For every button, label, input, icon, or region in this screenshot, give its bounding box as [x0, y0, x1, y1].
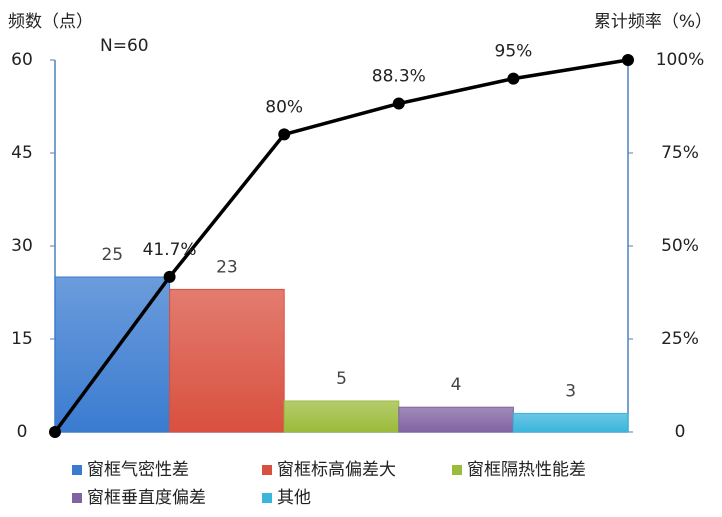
bar-value-label: 25	[101, 245, 123, 265]
legend-label: 窗框隔热性能差	[467, 460, 586, 480]
y2-tick-label: 0	[675, 422, 686, 442]
legend-label: 窗框垂直度偏差	[87, 488, 206, 508]
y2-axis-label: 累计频率（%）	[594, 12, 712, 32]
y2-tick-label: 25%	[661, 329, 699, 349]
bar	[169, 288, 285, 433]
annotation: N=60	[100, 36, 149, 56]
bar	[398, 406, 514, 433]
legend-label: 窗框气密性差	[87, 460, 189, 480]
cumulative-point	[507, 72, 520, 85]
bar-value-label: 5	[336, 369, 347, 389]
cumulative-line	[53, 58, 629, 434]
cumulative-value-label: 95%	[495, 42, 533, 62]
cumulative-point	[49, 426, 61, 438]
bar-value-label: 3	[565, 381, 576, 401]
y2-tick-label: 75%	[661, 143, 699, 163]
bar	[283, 400, 400, 433]
cumulative-value-label: 88.3%	[372, 67, 426, 87]
cumulative-point	[392, 97, 405, 110]
legend-swatch	[262, 493, 272, 503]
legend-swatch	[72, 493, 82, 503]
y-tick-label: 15	[11, 329, 33, 349]
legend-label: 窗框标高偏差大	[277, 460, 396, 480]
cumulative-value-label: 41.7%	[143, 240, 197, 260]
legend-swatch	[262, 465, 272, 475]
legend-label: 其他	[277, 488, 311, 508]
bar-value-label: 4	[451, 375, 462, 395]
cumulative-point	[278, 128, 291, 141]
bar-value-label: 23	[216, 257, 238, 277]
legend-swatch	[452, 465, 462, 475]
legend-swatch	[72, 465, 82, 475]
cumulative-point	[622, 54, 634, 66]
y-axis-label: 频数（点）	[8, 12, 93, 32]
y-tick-label: 60	[11, 50, 33, 70]
y-tick-label: 45	[11, 143, 33, 163]
y2-tick-label: 50%	[661, 236, 699, 256]
cumulative-value-label: 80%	[265, 97, 303, 117]
cumulative-point	[163, 270, 176, 283]
y2-tick-label: 100%	[656, 50, 705, 70]
bar	[512, 412, 629, 433]
y-tick-label: 30	[11, 236, 33, 256]
y-tick-label: 0	[17, 422, 28, 442]
